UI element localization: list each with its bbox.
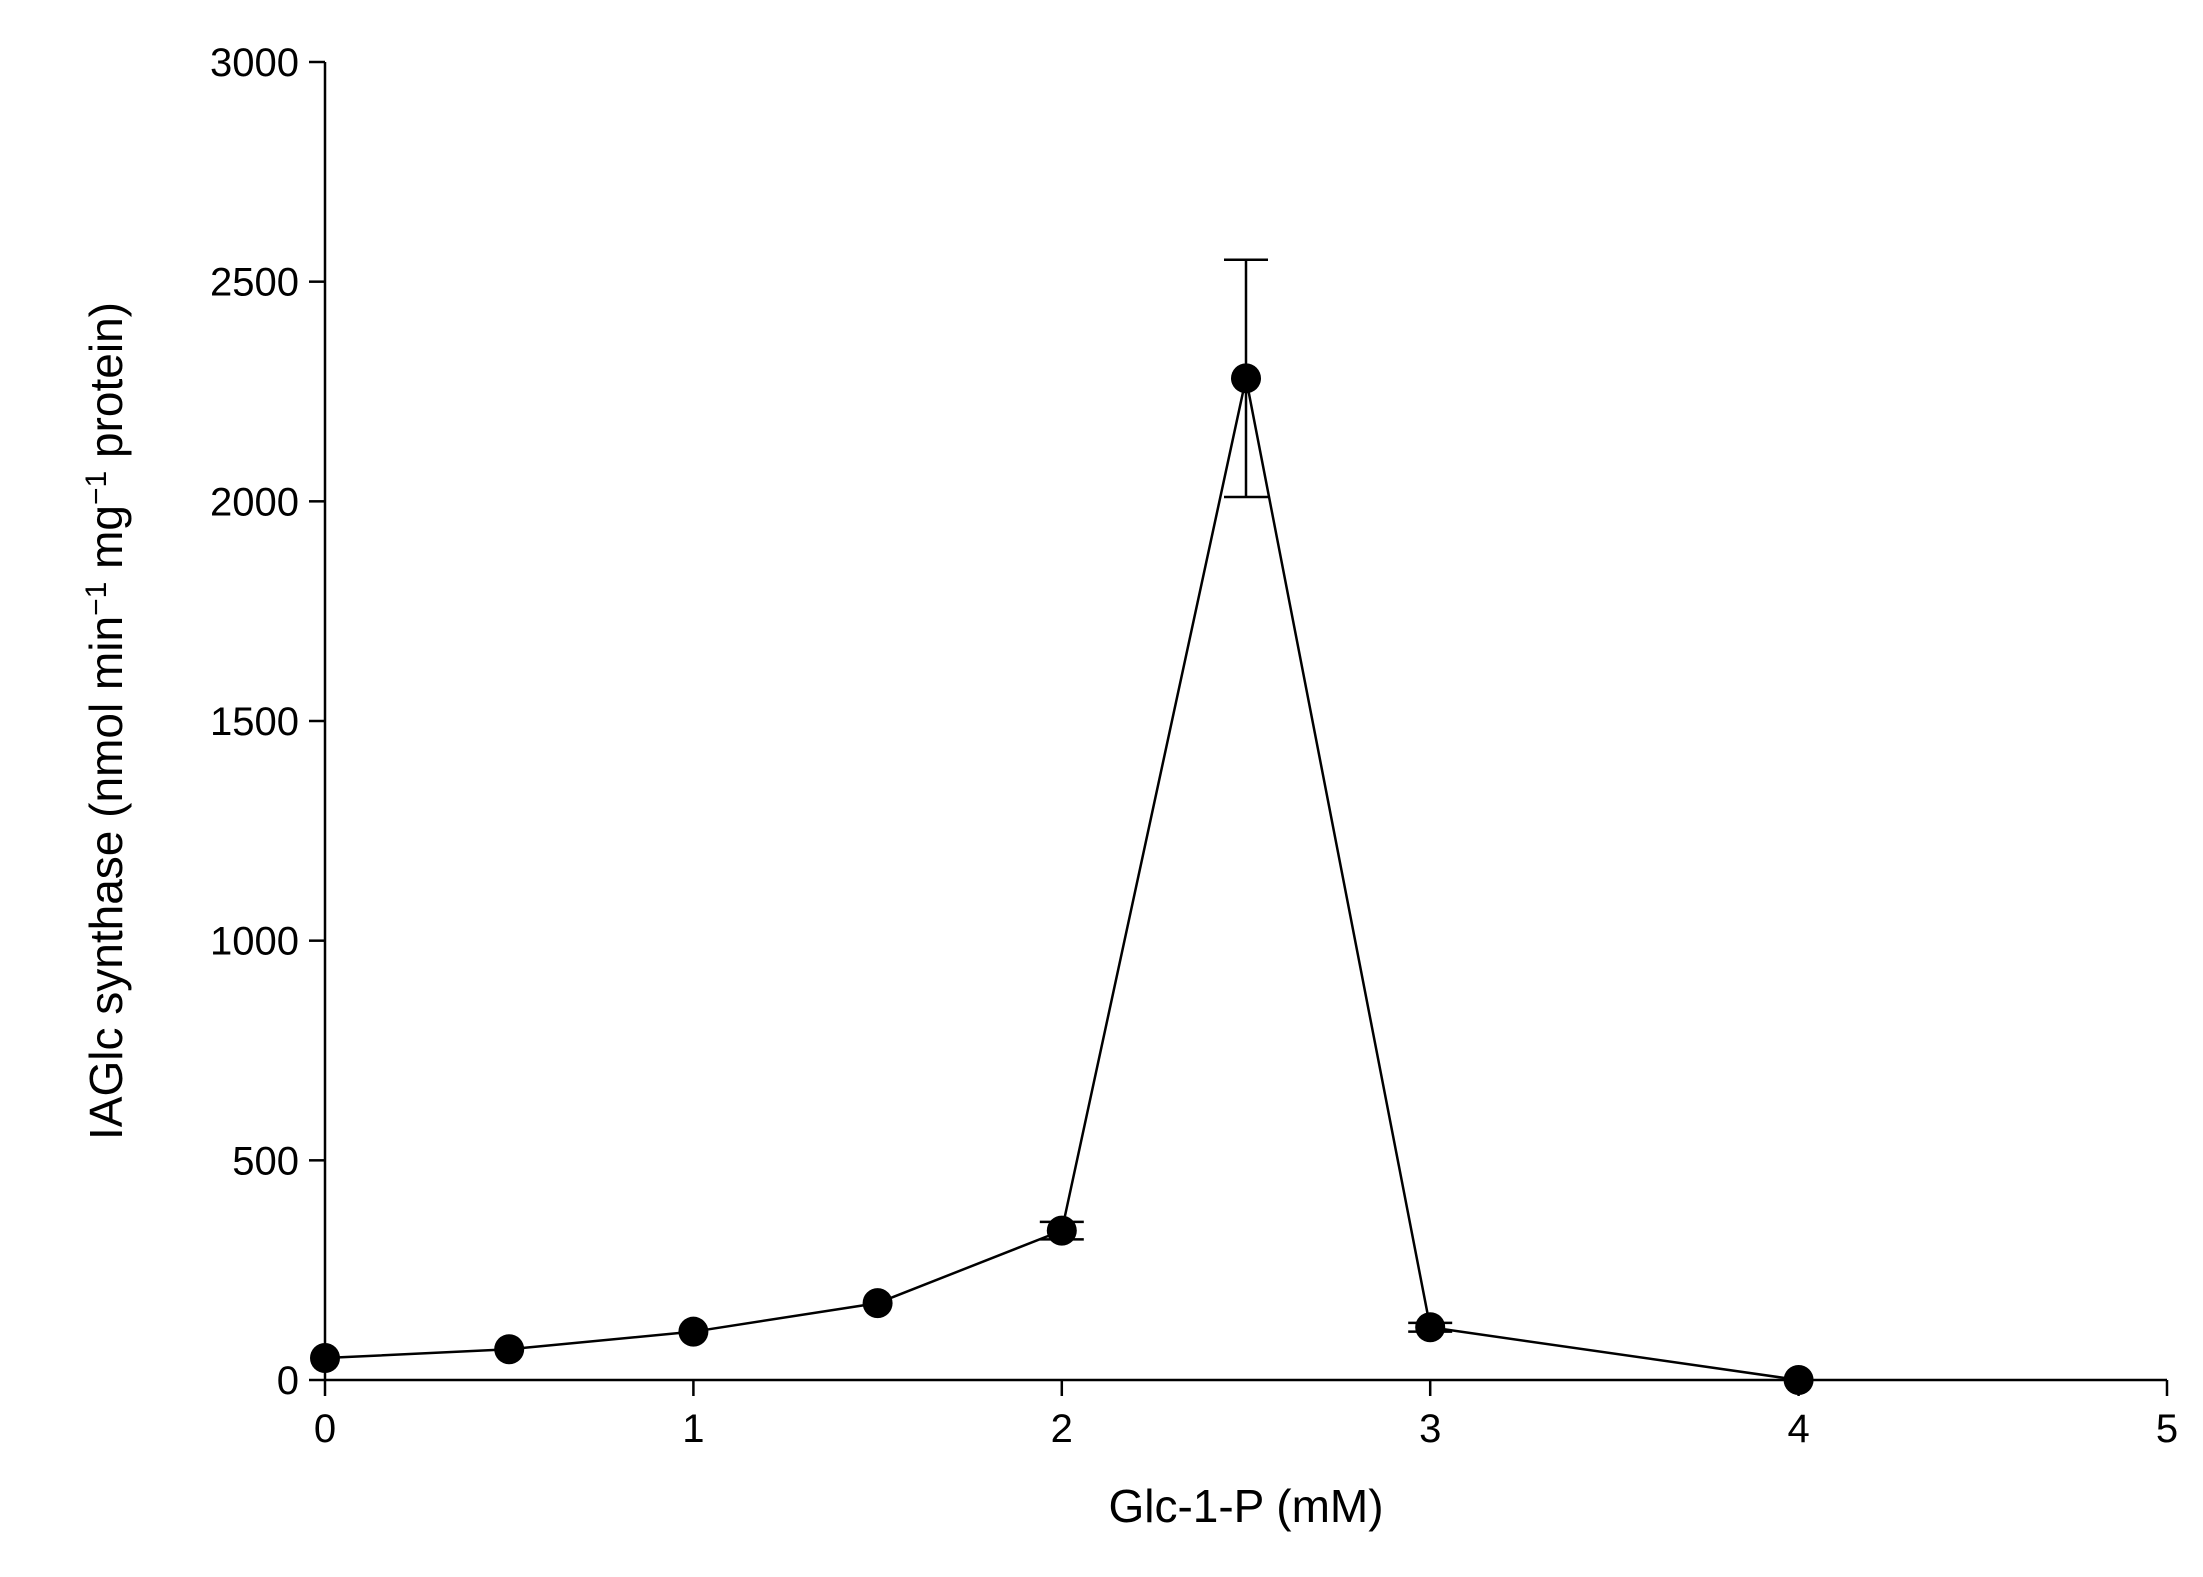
x-tick-label: 3 <box>1419 1407 1441 1451</box>
y-axis-title-superscript: −1 <box>80 582 113 616</box>
y-axis-title-superscript: −1 <box>80 471 113 505</box>
x-axis-title: Glc-1-P (mM) <box>1108 1480 1383 1532</box>
x-tick-label: 2 <box>1051 1407 1073 1451</box>
y-tick-label: 2500 <box>210 261 299 305</box>
y-tick-label: 500 <box>232 1139 299 1183</box>
x-tick-label: 4 <box>1787 1407 1809 1451</box>
x-tick-label: 0 <box>314 1407 336 1451</box>
data-point <box>1783 1365 1814 1395</box>
data-point <box>678 1316 709 1347</box>
y-axis-title-part: IAGlc synthase (nmol min <box>80 616 132 1140</box>
x-tick-label: 1 <box>682 1407 704 1451</box>
data-point <box>1415 1312 1446 1343</box>
data-point <box>1231 363 1261 394</box>
error-bars <box>1039 258 1453 1333</box>
data-point <box>862 1288 893 1319</box>
x-tick-label: 5 <box>2156 1407 2178 1451</box>
y-tick-label: 1000 <box>210 920 299 964</box>
data-points <box>310 363 1814 1395</box>
y-axis-title-part: protein) <box>80 302 132 471</box>
y-tick-label: 2000 <box>210 480 299 524</box>
series-line <box>324 378 1799 1382</box>
ticks: 0 500 1000 1500 2000 2500 3000 0 1 2 3 4 5 <box>210 41 2178 1451</box>
y-axis-title-part: mg <box>80 505 132 582</box>
y-tick-label: 3000 <box>210 41 299 85</box>
data-point <box>494 1334 525 1365</box>
y-axis-title: IAGlc synthase (nmol min−1 mg−1 protein) <box>80 302 132 1140</box>
data-point <box>1046 1215 1077 1246</box>
data-point <box>310 1343 340 1374</box>
y-tick-label: 0 <box>277 1359 299 1403</box>
y-tick-label: 1500 <box>210 700 299 744</box>
series-line-group <box>324 378 1799 1382</box>
